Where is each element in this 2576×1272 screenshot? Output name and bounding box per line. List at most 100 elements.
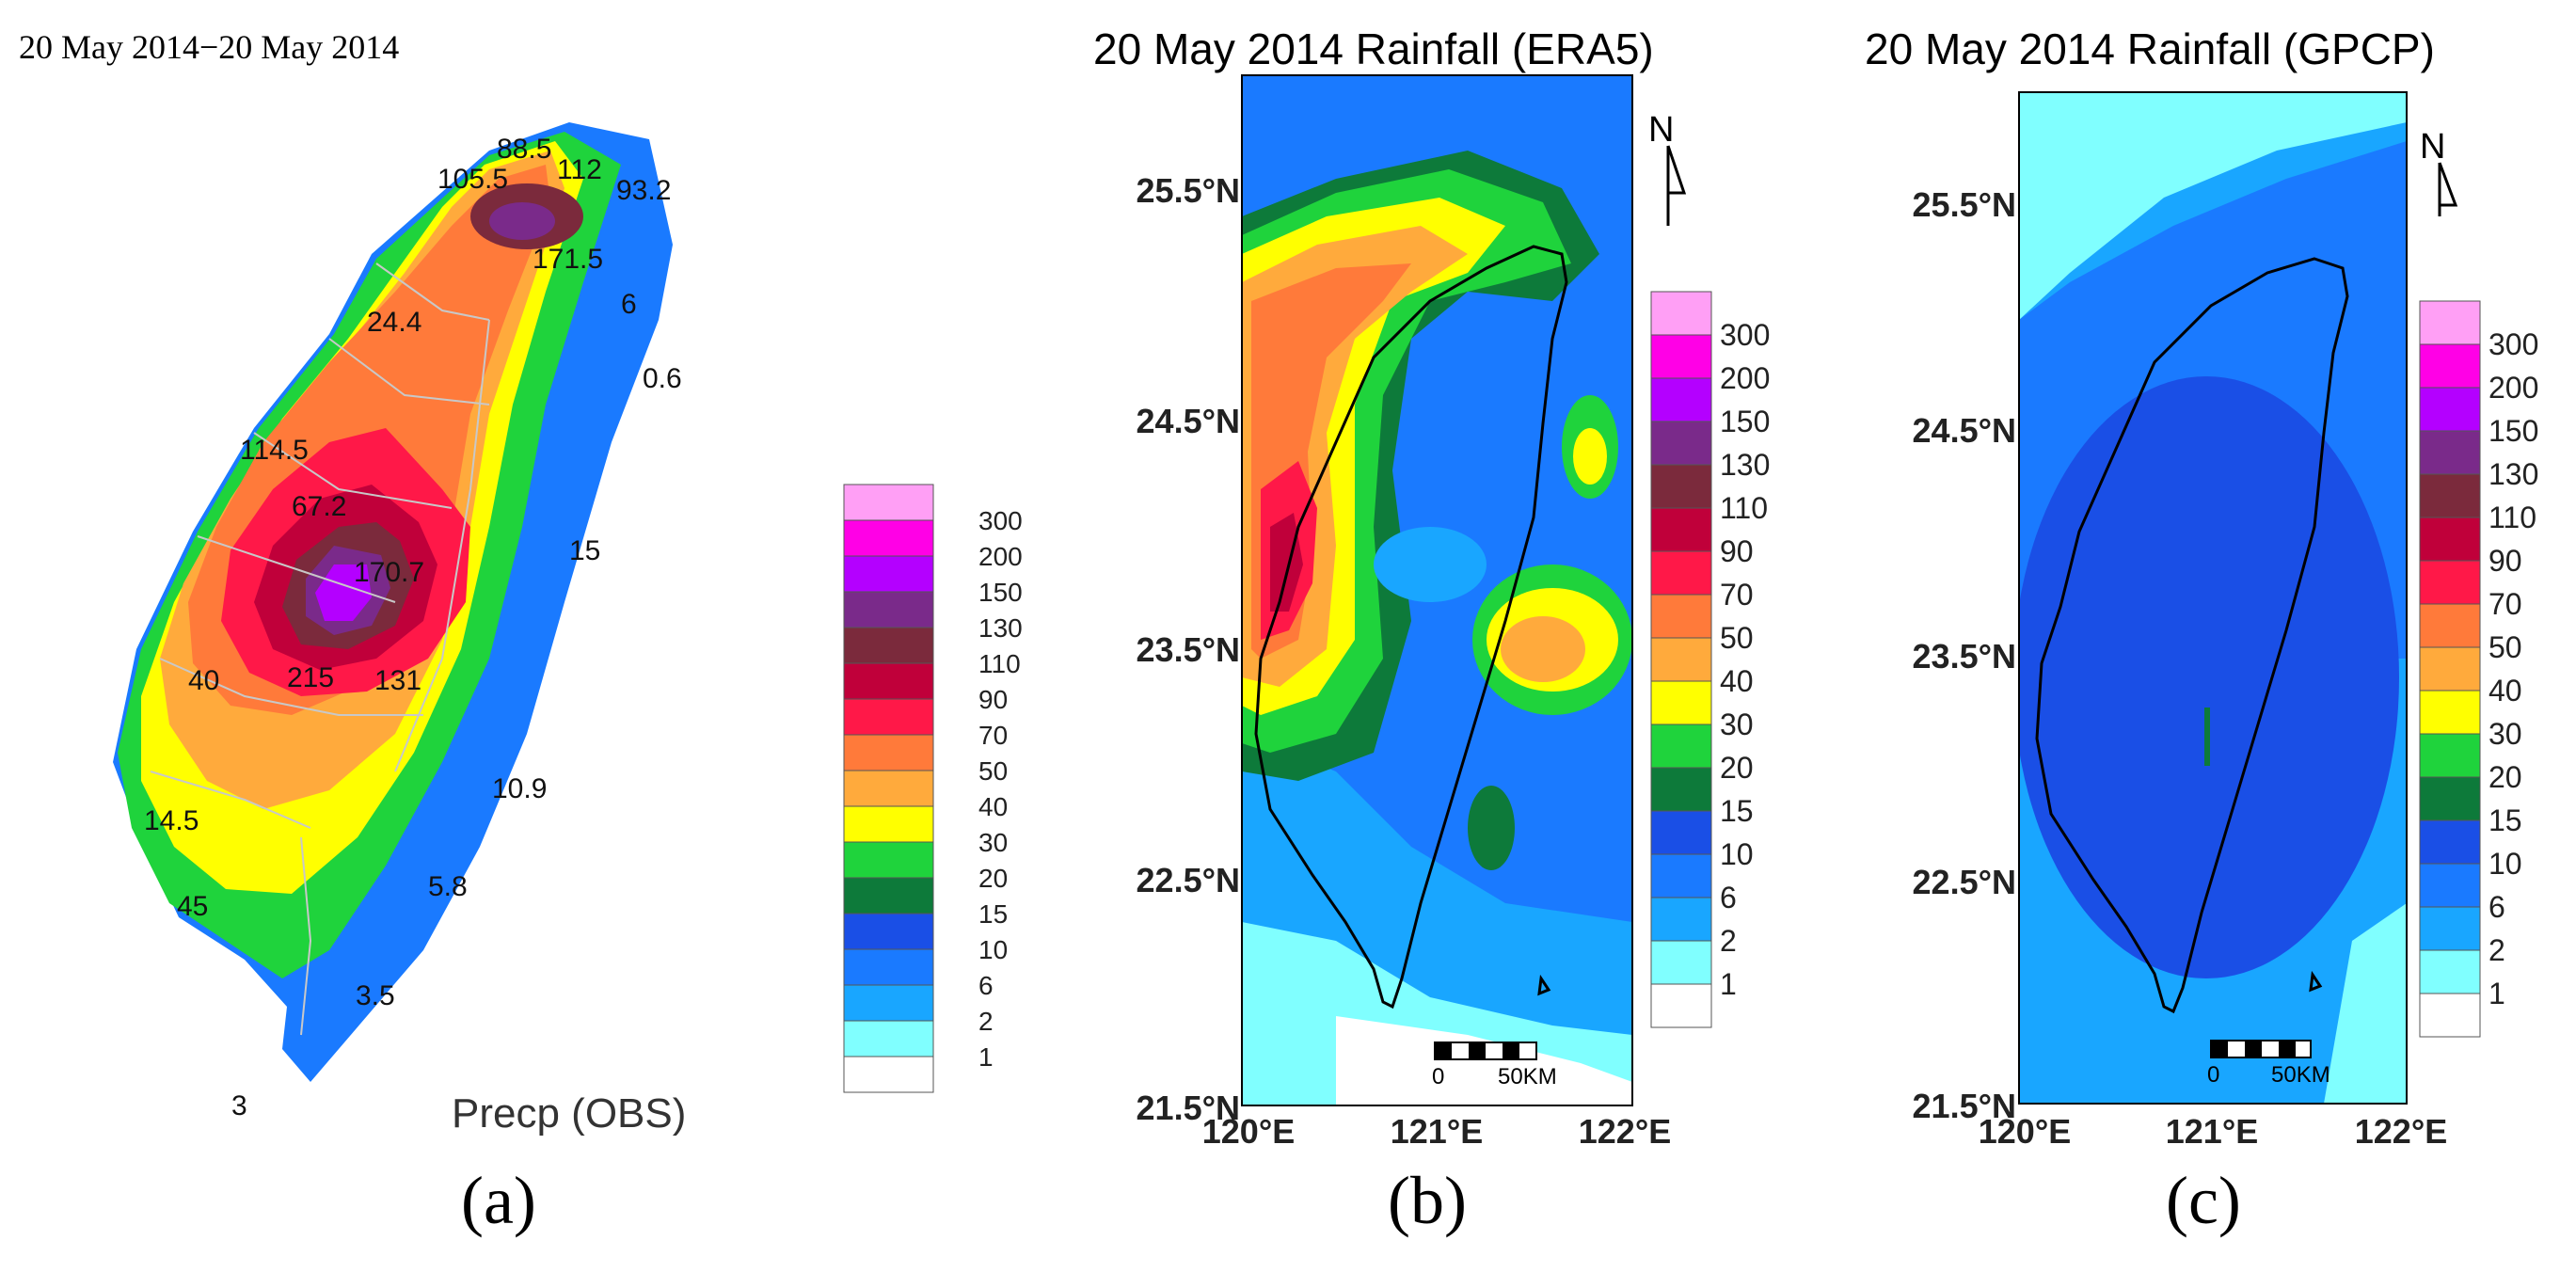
lat-tick-label: 25.5°N [1137, 171, 1240, 210]
colorbar-level-label: 200 [2489, 371, 2538, 405]
lat-tick-label: 25.5°N [1913, 185, 2016, 224]
colorbar-level-label: 70 [1720, 578, 1754, 612]
colorbar-level-label: 90 [978, 685, 1008, 714]
colorbar-level-label: 15 [978, 899, 1008, 929]
colorbar-swatch [2419, 733, 2481, 778]
lat-tick-label: 22.5°N [1913, 863, 2016, 901]
colorbar-level-label: 2 [2489, 933, 2505, 967]
station-value: 88.5 [497, 134, 551, 165]
north-label: N [1648, 110, 1674, 150]
station-value: 112 [557, 154, 602, 185]
station-value: 15 [569, 535, 600, 566]
colorbar-swatch [843, 877, 934, 914]
colorbar-swatch [843, 627, 934, 664]
colorbar-obs: 300 200 150 130 110 90 70 50 40 30 20 15 10 6 2 1 [843, 484, 1023, 1093]
station-value: 24.4 [367, 307, 421, 338]
colorbar-level-label: 150 [978, 578, 1023, 607]
colorbar-level-label: 40 [978, 792, 1008, 821]
panel-c: 20 May 2014 Rainfall (GPCP) 25.5°N 24.5°… [1865, 24, 2538, 1238]
colorbar-swatch [1650, 334, 1712, 379]
colorbar-swatch [2419, 603, 2481, 648]
station-labels: 88.5 105.5 112 93.2 171.5 24.4 6 0.6 114… [144, 134, 682, 1121]
colorbar-level-label: 200 [1720, 361, 1770, 395]
colorbar-swatch [1650, 637, 1712, 682]
colorbar-level-label: 2 [1720, 924, 1737, 958]
colorbar-level-label: 110 [978, 649, 1021, 678]
colorbar-swatch [1650, 723, 1712, 769]
north-label: N [2420, 127, 2445, 167]
lon-tick-label: 122°E [1579, 1112, 1671, 1151]
panel-b-title: 20 May 2014 Rainfall (ERA5) [1093, 24, 1654, 73]
panel-c-title: 20 May 2014 Rainfall (GPCP) [1865, 24, 2435, 73]
gpcp-north-arrow: N [2420, 127, 2458, 216]
era5-frame [1241, 74, 1633, 1106]
colorbar-level-label: 40 [1720, 664, 1754, 698]
station-value: 215 [287, 662, 334, 693]
colorbar-swatch [1650, 940, 1712, 985]
colorbar-swatch [2419, 517, 2481, 562]
colorbar-swatch [2419, 819, 2481, 865]
colorbar-swatch [2419, 863, 2481, 908]
colorbar-swatch [843, 555, 934, 593]
colorbar-swatch [843, 1056, 934, 1093]
colorbar-level-label: 110 [1720, 491, 1768, 525]
colorbar-swatch [1650, 680, 1712, 725]
panel-a-caption: (a) [461, 1163, 536, 1238]
colorbar-swatch [1650, 853, 1712, 898]
era5-mid-darkgreen [1468, 786, 1515, 870]
station-value: 14.5 [144, 805, 199, 836]
station-value: 3.5 [356, 980, 395, 1011]
colorbar-swatch [1650, 507, 1712, 552]
era5-taiwan-outline [1254, 245, 1568, 1010]
colorbar-swatch [1650, 810, 1712, 855]
era5-lat-ticks: 25.5°N 24.5°N 23.5°N 22.5°N 21.5°N [1137, 171, 1240, 1127]
gpcp-cyan-corner [2324, 903, 2407, 1104]
colorbar-swatch [2419, 906, 2481, 951]
colorbar-level-label: 10 [2489, 847, 2522, 881]
colorbar-swatch [2419, 690, 2481, 735]
colorbar-swatch [843, 948, 934, 986]
colorbar-level-label: 130 [978, 613, 1023, 643]
colorbar-swatch [2419, 300, 2481, 345]
lon-tick-label: 120°E [1202, 1112, 1295, 1151]
lat-tick-label: 21.5°N [1137, 1089, 1240, 1127]
scale-zero: 0 [2207, 1062, 2219, 1088]
gpcp-dark-blue [2019, 376, 2399, 978]
colorbar-level-label: 300 [978, 506, 1023, 535]
colorbar-level-label: 70 [978, 721, 1008, 750]
colorbar-level-label: 90 [1720, 534, 1754, 568]
colorbar-swatch [843, 519, 934, 557]
station-value: 5.8 [428, 871, 468, 902]
station-value: 6 [621, 289, 637, 320]
lon-tick-label: 120°E [1979, 1112, 2071, 1151]
lon-tick-label: 122°E [2355, 1112, 2447, 1151]
station-value: 3 [231, 1090, 247, 1121]
era5-white-patch [1336, 1016, 1632, 1105]
colorbar-swatch [843, 484, 934, 521]
colorbar-swatch [843, 770, 934, 807]
colorbar-swatch [1650, 421, 1712, 466]
gpcp-cyan-top [2019, 92, 2407, 320]
colorbar-level-label: 90 [2489, 544, 2522, 578]
colorbar-level-label: 50 [1720, 621, 1754, 655]
gpcp-frame [2018, 91, 2408, 1105]
colorbar-swatch [2419, 993, 2481, 1038]
colorbar-level-label: 6 [978, 971, 994, 1000]
colorbar-level-label: 50 [2489, 630, 2522, 664]
station-value: 105.5 [437, 164, 508, 195]
colorbar-swatch [2419, 949, 2481, 994]
colorbar-level-label: 150 [1720, 405, 1770, 438]
colorbar-level-label: 20 [978, 864, 1008, 893]
colorbar-level-label: 10 [978, 935, 1008, 964]
gpcp-lat-ticks: 25.5°N 24.5°N 23.5°N 22.5°N 21.5°N [1913, 185, 2016, 1125]
colorbar-swatch [843, 984, 934, 1022]
obs-contour-purple [315, 564, 372, 621]
colorbar-level-label: 30 [1720, 708, 1754, 741]
colorbar-level-label: 130 [2489, 457, 2538, 491]
colorbar-swatch [2419, 560, 2481, 605]
lon-tick-label: 121°E [1391, 1112, 1483, 1151]
station-value: 45 [177, 891, 208, 922]
gpcp-green-line [2204, 708, 2210, 766]
colorbar-swatch [1650, 594, 1712, 639]
